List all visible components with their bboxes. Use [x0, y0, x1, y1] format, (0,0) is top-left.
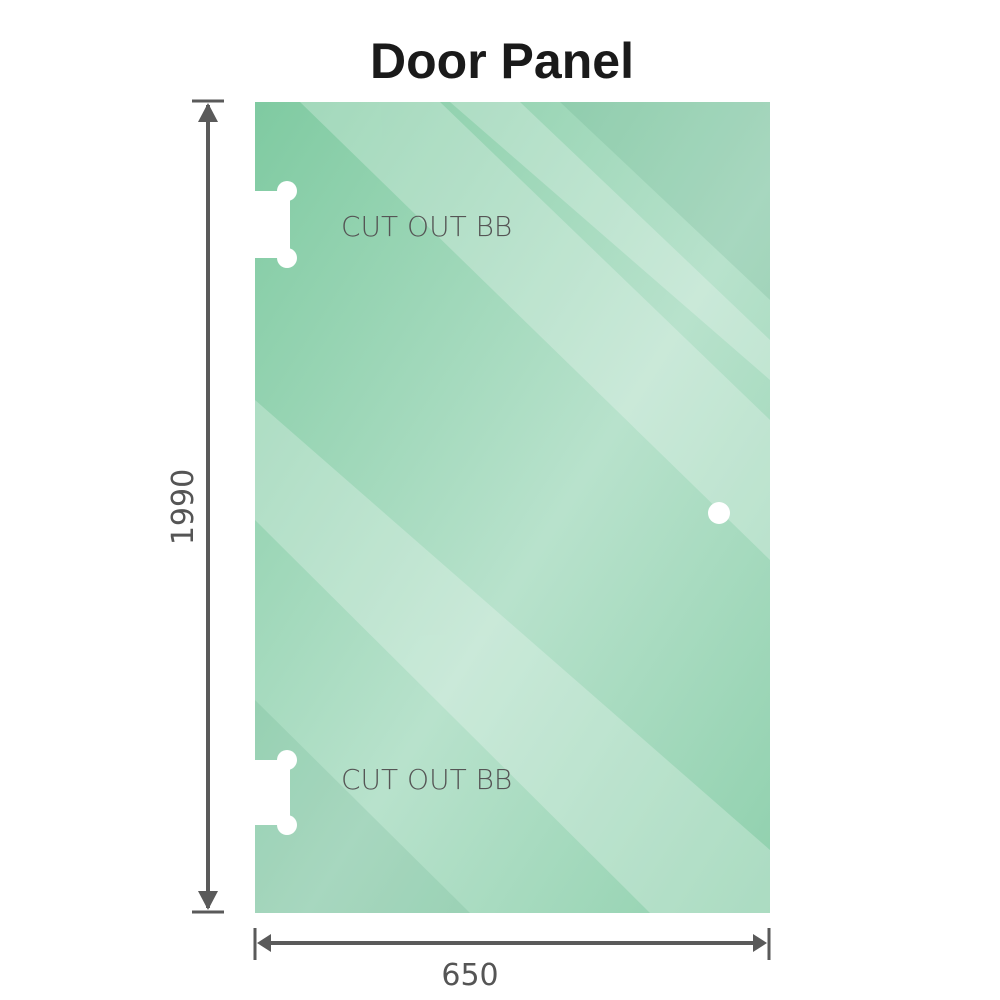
width-dimension — [253, 928, 771, 960]
handle-hole — [708, 502, 730, 524]
diagram-title: Door Panel — [370, 33, 634, 89]
glass-panel — [255, 102, 770, 913]
cutout-bottom — [250, 750, 297, 835]
height-label: 1990 — [166, 469, 201, 545]
cutout-label-bottom: CUT OUT BB — [341, 763, 512, 796]
width-label: 650 — [441, 958, 498, 993]
cutout-label-top: CUT OUT BB — [341, 210, 512, 243]
cutout-top — [250, 181, 297, 268]
height-dimension — [192, 99, 224, 914]
